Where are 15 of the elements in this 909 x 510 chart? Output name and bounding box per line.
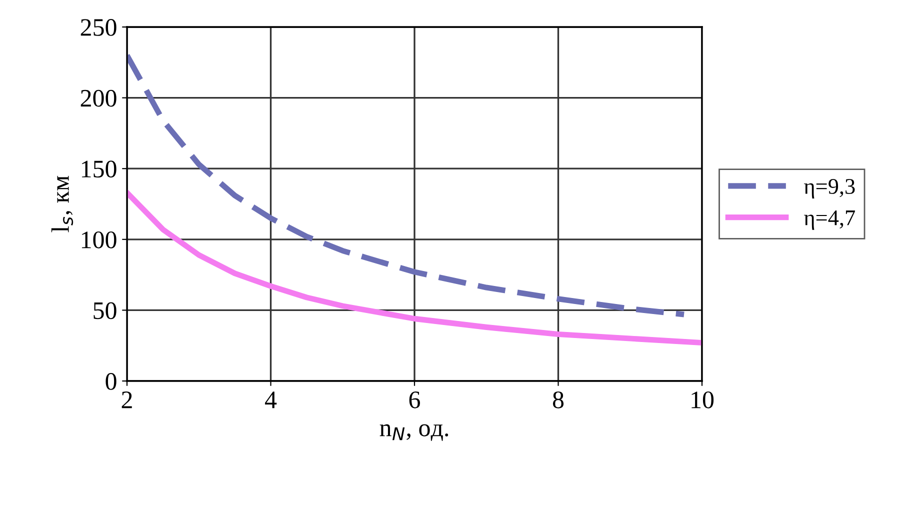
legend-label: η=9,3 bbox=[804, 178, 855, 198]
y-tick-label: 50 bbox=[94, 302, 116, 320]
x-axis-title: n$_{N}$, од. bbox=[380, 424, 448, 441]
y-tick-label: 100 bbox=[82, 231, 116, 248]
legend-label: η=4,7 bbox=[804, 210, 855, 230]
x-tick-label: 2 bbox=[122, 392, 132, 408]
x-tick-label: 8 bbox=[552, 391, 564, 408]
y-axis-title: l$_{s}$, км bbox=[51, 176, 74, 232]
y-tick-label: 200 bbox=[80, 90, 116, 107]
x-tick-label: 4 bbox=[264, 392, 277, 408]
y-tick-label: 150 bbox=[82, 160, 116, 178]
x-tick-label: 6 bbox=[409, 392, 420, 408]
y-tick-label: 0 bbox=[106, 373, 116, 390]
y-tick-label: 250 bbox=[80, 19, 116, 36]
x-tick-label: 10 bbox=[692, 391, 714, 408]
